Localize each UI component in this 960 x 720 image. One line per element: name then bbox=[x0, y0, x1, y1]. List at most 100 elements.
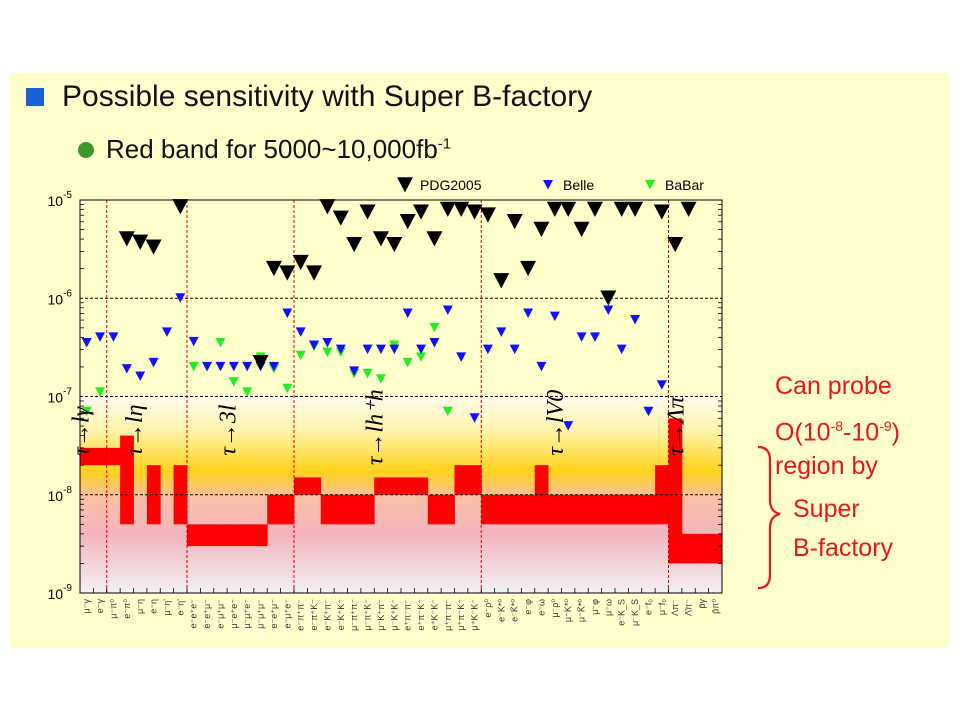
band-segment bbox=[494, 494, 509, 525]
band-segment bbox=[641, 494, 656, 525]
babar-marker bbox=[95, 387, 106, 397]
group-label: τ→lγ bbox=[68, 406, 94, 455]
pdg-marker bbox=[613, 201, 630, 217]
x-tick-label: e⁻f₀ bbox=[643, 599, 653, 615]
subtitle-exponent: -1 bbox=[437, 135, 452, 153]
babar-marker bbox=[242, 387, 253, 397]
slide-title-row: Possible sensitivity with Super B-factor… bbox=[26, 80, 592, 114]
band-segment bbox=[467, 465, 482, 495]
x-tick-label: p̄π⁰ bbox=[710, 599, 720, 614]
annotation-l2-post: ) bbox=[891, 418, 900, 447]
x-tick-label: Λπ⁻ bbox=[670, 599, 680, 616]
pdg-marker bbox=[453, 201, 470, 217]
annotation-l2-exp1: -8 bbox=[830, 418, 844, 434]
x-tick-label: e⁻e⁺μ⁻ bbox=[202, 599, 212, 629]
x-tick-label: e⁻K⁺π⁻ bbox=[322, 599, 332, 631]
annotation-l2-mid: -10 bbox=[843, 418, 880, 447]
band-segment bbox=[106, 447, 121, 466]
x-tick-label: e⁻K_S bbox=[617, 599, 627, 626]
babar-marker bbox=[442, 406, 453, 417]
pdg-marker bbox=[145, 239, 162, 255]
band-segment bbox=[414, 477, 429, 495]
pdg-marker bbox=[506, 213, 523, 230]
band-segment bbox=[481, 494, 496, 525]
belle-marker bbox=[161, 327, 172, 337]
belle-marker bbox=[121, 364, 132, 374]
pdg-marker bbox=[439, 201, 456, 217]
x-tick-label: μ⁺π⁻π⁻ bbox=[443, 599, 453, 631]
pdg-marker bbox=[279, 265, 296, 281]
belle-marker bbox=[523, 308, 534, 318]
x-tick-label: μ⁺π⁻K⁻ bbox=[456, 599, 466, 631]
babar-marker bbox=[416, 352, 427, 362]
subtitle-row: Red band for 5000~10,000fb-1 bbox=[78, 134, 451, 165]
pdg-marker bbox=[546, 201, 563, 217]
x-tick-label: μ⁻K⁺K⁻ bbox=[389, 599, 399, 631]
belle-marker bbox=[135, 371, 146, 381]
x-tick-label: e⁻φ bbox=[523, 599, 533, 615]
belle-marker bbox=[95, 332, 106, 342]
pdg-marker bbox=[586, 201, 603, 217]
legend-label: BaBar bbox=[665, 177, 704, 193]
x-tick-label: e⁻K*⁰ bbox=[496, 599, 506, 622]
pdg-marker bbox=[600, 290, 617, 306]
pdg-marker bbox=[413, 204, 430, 220]
belle-marker bbox=[549, 311, 560, 322]
pdg-marker bbox=[132, 234, 149, 250]
annotation-line2: O(10-8-10-9) bbox=[775, 411, 900, 447]
x-tick-label: e⁻γ bbox=[95, 599, 105, 614]
belle-marker bbox=[148, 357, 159, 368]
belle-marker bbox=[282, 308, 293, 318]
x-tick-label: μ⁻π⁺K⁻ bbox=[363, 599, 373, 631]
babar-marker bbox=[282, 383, 293, 394]
band-segment bbox=[387, 477, 402, 495]
pdg-marker bbox=[346, 236, 363, 253]
x-tick-label: e⁻η bbox=[149, 599, 159, 614]
band-segment bbox=[695, 533, 710, 564]
annotation-line5: B-factory bbox=[793, 534, 894, 562]
x-tick-label: e⁻π⁺K⁻ bbox=[309, 599, 319, 631]
pdg-marker bbox=[653, 204, 670, 220]
band-segment bbox=[200, 524, 215, 547]
belle-marker bbox=[349, 366, 360, 376]
belle-marker bbox=[228, 361, 239, 372]
pdg-marker bbox=[493, 273, 510, 289]
annotation-line1: Can probe bbox=[775, 372, 892, 400]
y-tick-label: 10-5 bbox=[48, 190, 73, 209]
babar-marker bbox=[429, 322, 440, 333]
pdg-marker bbox=[573, 221, 590, 237]
x-tick-label: e⁻μ⁺e⁻ bbox=[282, 599, 292, 629]
band-segment bbox=[307, 477, 322, 495]
legend-label: PDG2005 bbox=[420, 177, 482, 193]
band-segment bbox=[708, 533, 723, 564]
band-segment bbox=[374, 477, 389, 495]
pdg-marker bbox=[520, 260, 537, 277]
x-tick-label: μ⁻η bbox=[135, 599, 145, 614]
x-tick-label: e⁻ω bbox=[536, 599, 546, 616]
x-tick-label: μ⁻π⁺π⁻ bbox=[349, 599, 359, 631]
band-segment bbox=[588, 494, 603, 525]
band-segment bbox=[548, 494, 562, 525]
babar-marker bbox=[81, 406, 92, 417]
babar-marker bbox=[188, 361, 199, 372]
band-segment bbox=[615, 494, 629, 525]
band-segment bbox=[360, 494, 375, 525]
band-segment bbox=[628, 494, 643, 525]
pdg-marker bbox=[386, 236, 403, 253]
belle-marker bbox=[643, 406, 654, 417]
x-tick-label: μ⁻K_S bbox=[630, 599, 640, 626]
band-segment bbox=[427, 494, 442, 525]
babar-marker bbox=[215, 338, 226, 348]
pdg-marker bbox=[292, 254, 309, 271]
belle-marker bbox=[309, 340, 320, 351]
x-tick-label: μ⁻μ⁺e⁻ bbox=[242, 599, 252, 629]
x-tick-label: e⁻K̄*⁰ bbox=[510, 599, 520, 622]
x-tick-label: e⁺π⁻K⁻ bbox=[416, 599, 426, 631]
babar-marker bbox=[228, 377, 239, 387]
x-tick-label: μ⁻K*⁰ bbox=[563, 599, 573, 622]
belle-marker bbox=[335, 344, 346, 355]
belle-marker bbox=[482, 344, 493, 355]
legend-marker bbox=[543, 180, 553, 190]
band-segment bbox=[227, 524, 241, 547]
x-tick-label: μ⁻φ bbox=[590, 599, 600, 615]
